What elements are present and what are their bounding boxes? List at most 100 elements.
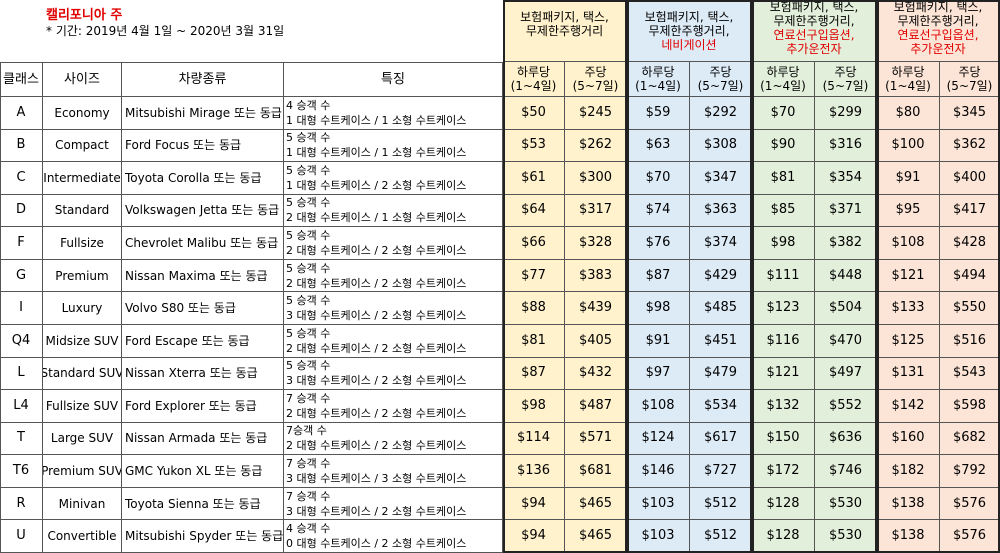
price-cell: $465 <box>565 487 627 521</box>
price-text: $87 <box>645 267 671 283</box>
class-cell: C <box>0 162 43 195</box>
price-text: $88 <box>521 300 546 316</box>
price-text: $576 <box>952 495 987 511</box>
size-text: Fullsize <box>60 236 104 251</box>
price-text: $429 <box>703 267 738 283</box>
features-line: 5 승객 수 <box>286 229 331 243</box>
size-cell: Standard SUV <box>43 357 122 391</box>
price-text: $94 <box>521 528 546 544</box>
price-text: $138 <box>891 495 925 511</box>
price-cell: $317 <box>565 194 627 228</box>
price-text: $70 <box>645 169 671 185</box>
price-cell: $345 <box>940 97 1000 130</box>
rate-range: (5~7일) <box>946 79 993 93</box>
price-cell: $81 <box>752 162 815 195</box>
vehicle-cell: Nissan Maxima 또는 동급 <box>122 259 284 293</box>
vehicle-text: Volvo S80 또는 동급 <box>125 301 236 316</box>
price-cell: $94 <box>503 520 565 553</box>
features-line: 2 대형 수트케이스 / 1 소형 수트케이스 <box>286 211 467 225</box>
price-cell: $371 <box>815 194 877 228</box>
price-cell: $125 <box>877 325 940 358</box>
class-cell: G <box>0 259 43 293</box>
price-cell: $347 <box>690 162 752 195</box>
package-header: 보험패키지, 택스, 무제한주행거리 <box>503 0 627 62</box>
size-cell: Convertible <box>43 520 122 553</box>
rate-label: 주당 <box>834 65 857 79</box>
vehicle-text: Ford Focus 또는 동급 <box>125 138 242 153</box>
price-cell: $88 <box>503 292 565 325</box>
features-line: 7 승객 수 <box>286 391 331 405</box>
rate-range: (5~7일) <box>697 79 744 93</box>
price-text: $516 <box>952 332 987 348</box>
price-text: $417 <box>952 202 987 218</box>
price-cell: $504 <box>815 292 877 325</box>
rate-range: (5~7일) <box>572 79 619 93</box>
price-cell: $66 <box>503 227 565 260</box>
vehicle-text: Ford Escape 또는 동급 <box>125 333 250 348</box>
vehicle-cell: Toyota Sienna 또는 동급 <box>122 487 284 521</box>
size-cell: Midsize SUV <box>43 325 122 358</box>
vehicle-cell: Nissan Armada 또는 동급 <box>122 422 284 456</box>
period-note: * 기간: 2019년 4월 1일 ~ 2020년 3월 31일 <box>46 24 285 38</box>
class-text: L4 <box>13 397 29 413</box>
price-text: $131 <box>891 365 925 381</box>
price-text: $727 <box>703 463 738 479</box>
price-cell: $100 <box>877 129 940 163</box>
price-cell: $108 <box>877 227 940 260</box>
rate-header: 하루당 (1~4일) <box>503 62 565 97</box>
price-cell: $465 <box>565 520 627 553</box>
vehicle-cell: Ford Explorer 또는 동급 <box>122 390 284 423</box>
vehicle-text: Nissan Maxima 또는 동급 <box>125 268 268 283</box>
price-cell: $182 <box>877 455 940 488</box>
price-cell: $81 <box>503 325 565 358</box>
price-text: $262 <box>578 137 613 153</box>
price-cell: $138 <box>877 520 940 553</box>
price-cell: $494 <box>940 259 1000 293</box>
price-cell: $111 <box>752 259 815 293</box>
vehicle-cell: Ford Escape 또는 동급 <box>122 325 284 358</box>
package-header: 보험패키지, 택스, 무제한주행거리, 연료선구입옵션, 추가운전자 <box>877 0 1000 62</box>
price-cell: $383 <box>565 259 627 293</box>
price-cell: $76 <box>627 227 690 260</box>
price-text: $465 <box>578 528 613 544</box>
price-text: $317 <box>578 202 613 218</box>
size-cell: Standard <box>43 194 122 228</box>
features-line: 2 대형 수트케이스 / 2 소형 수트케이스 <box>286 244 467 258</box>
vehicle-cell: GMC Yukon XL 또는 동급 <box>122 455 284 488</box>
price-cell: $59 <box>627 97 690 130</box>
features-line: 5 승객 수 <box>286 261 331 275</box>
rate-range: (1~4일) <box>760 79 806 93</box>
price-cell: $142 <box>877 390 940 423</box>
price-cell: $382 <box>815 227 877 260</box>
vehicle-text: Nissan Armada 또는 동급 <box>125 431 268 446</box>
price-cell: $245 <box>565 97 627 130</box>
price-cell: $552 <box>815 390 877 423</box>
price-text: $792 <box>952 463 987 479</box>
size-text: Economy <box>54 105 110 120</box>
price-cell: $479 <box>690 357 752 391</box>
features-line: 2 대형 수트케이스 / 2 소형 수트케이스 <box>286 406 467 420</box>
size-text: Fullsize SUV <box>45 398 119 413</box>
price-text: $87 <box>521 365 546 381</box>
price-text: $598 <box>952 397 987 413</box>
price-cell: $136 <box>503 455 565 488</box>
class-cell: B <box>0 129 43 163</box>
size-cell: Premium SUV <box>43 455 122 488</box>
vehicle-cell: Nissan Xterra 또는 동급 <box>122 357 284 391</box>
price-text: $485 <box>703 300 738 316</box>
class-text: C <box>16 169 26 185</box>
price-text: $53 <box>521 137 546 153</box>
price-text: $70 <box>770 104 796 120</box>
price-text: $103 <box>641 495 675 511</box>
price-text: $470 <box>828 332 863 348</box>
price-text: $98 <box>770 235 796 251</box>
price-text: $245 <box>578 104 613 120</box>
rate-range: (1~4일) <box>885 79 931 93</box>
vehicle-cell: Toyota Corolla 또는 동급 <box>122 162 284 195</box>
features-line: 2 대형 수트케이스 / 2 소형 수트케이스 <box>286 439 467 453</box>
size-text: Premium <box>55 268 109 283</box>
